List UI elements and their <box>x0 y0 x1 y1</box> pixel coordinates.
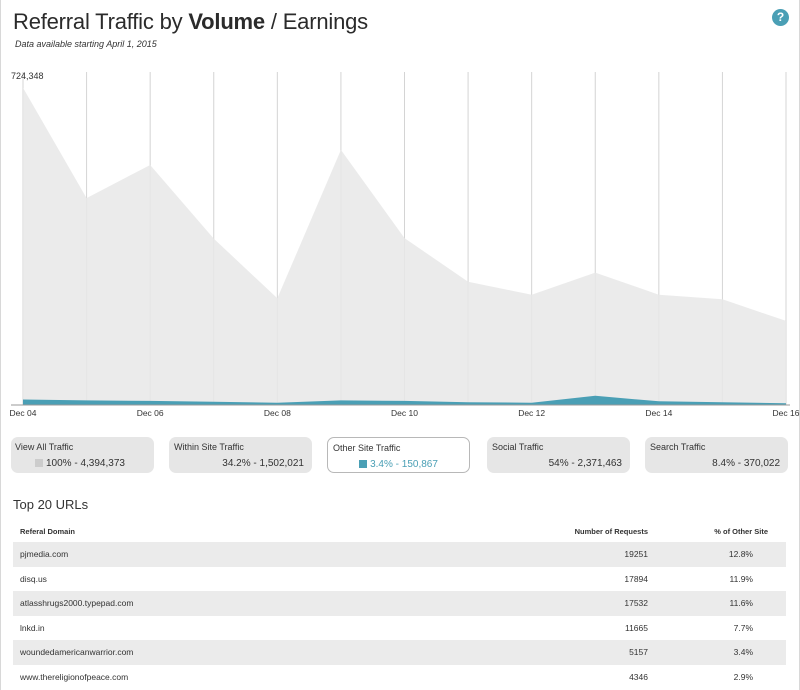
cell-percent: 7.7% <box>733 622 753 633</box>
tile-social-traffic[interactable]: Social Traffic 54% - 2,371,463 <box>487 437 630 473</box>
tile-other-site-traffic[interactable]: Other Site Traffic 3.4% - 150,867 <box>327 437 470 473</box>
tile-search-traffic[interactable]: Search Traffic 8.4% - 370,022 <box>645 437 788 473</box>
page-subtitle: Data available starting April 1, 2015 <box>15 39 157 49</box>
tile-view-all-traffic[interactable]: View All Traffic 100% - 4,394,373 <box>11 437 154 473</box>
cell-percent: 11.6% <box>729 598 753 608</box>
y-max-label: 724,348 <box>11 71 44 81</box>
table-row[interactable]: atlasshrugs2000.typepad.com 17532 11.6% <box>13 591 786 616</box>
cell-domain: www.thereligionofpeace.com <box>20 671 129 682</box>
traffic-chart: Dec 04 Dec 06 Dec 08 Dec 10 Dec 12 Dec 14 Dec … <box>1 60 800 425</box>
tile-label: Search Traffic <box>650 442 706 452</box>
x-tick-label: Dec 10 <box>391 408 418 418</box>
cell-domain: lnkd.in <box>20 622 45 633</box>
cell-requests: 4346 <box>629 671 648 682</box>
x-tick-label: Dec 12 <box>518 408 545 418</box>
tile-value: 34.2% - 1,502,021 <box>222 458 304 469</box>
x-tick-label: Dec 16 <box>773 408 800 418</box>
column-header-requests[interactable]: Number of Requests <box>574 527 648 536</box>
blue-swatch-icon <box>359 460 368 468</box>
tile-value: 100% - 4,394,373 <box>35 458 125 469</box>
tile-label: Social Traffic <box>492 442 544 452</box>
cell-requests: 11665 <box>624 622 648 633</box>
tile-label: Other Site Traffic <box>333 443 401 453</box>
table-row[interactable]: www.thereligionofpeace.com 4346 2.9% <box>13 665 786 690</box>
tile-value: 8.4% - 370,022 <box>712 458 780 469</box>
cell-requests: 17532 <box>624 598 648 608</box>
tile-label: View All Traffic <box>15 442 74 452</box>
cell-domain: atlasshrugs2000.typepad.com <box>20 598 134 608</box>
tile-within-site-traffic[interactable]: Within Site Traffic 34.2% - 1,502,021 <box>169 437 312 473</box>
cell-domain: pjmedia.com <box>20 549 69 559</box>
cell-percent: 12.8% <box>728 549 753 559</box>
cell-domain: woundedamericanwarrior.com <box>20 647 134 657</box>
cell-percent: 3.4% <box>733 647 753 657</box>
table-row[interactable]: disq.us 17894 11.9% <box>13 567 786 592</box>
area-series-other-site <box>23 395 786 405</box>
cell-requests: 19251 <box>624 549 648 559</box>
table-header: Referal Domain Number of Requests % of O… <box>13 518 786 542</box>
table-row[interactable]: woundedamericanwarrior.com 5157 3.4% <box>13 640 786 665</box>
title-suffix[interactable]: / Earnings <box>264 9 368 34</box>
title-prefix: Referral Traffic by <box>13 9 189 34</box>
tile-value-text: 100% - 4,394,373 <box>46 458 125 469</box>
cell-percent: 2.9% <box>733 671 753 682</box>
x-tick-label: Dec 08 <box>264 408 291 418</box>
gray-swatch-icon <box>35 459 43 467</box>
x-tick-label: Dec 04 <box>10 408 37 418</box>
x-tick-label: Dec 14 <box>645 408 672 418</box>
cell-requests: 5157 <box>629 647 648 657</box>
help-icon[interactable]: ? <box>772 9 789 26</box>
x-tick-label: Dec 06 <box>137 408 164 418</box>
top-urls-table: Referal Domain Number of Requests % of O… <box>13 518 786 689</box>
traffic-chart-svg: Dec 04 Dec 06 Dec 08 Dec 10 Dec 12 Dec 14 Dec … <box>10 72 800 418</box>
area-series-total <box>23 87 786 406</box>
tile-label: Within Site Traffic <box>174 442 244 452</box>
page-title: Referral Traffic by Volume / Earnings <box>13 9 368 35</box>
cell-domain: disq.us <box>20 573 47 584</box>
cell-requests: 17894 <box>624 573 648 584</box>
table-row[interactable]: lnkd.in 11665 7.7% <box>13 616 786 641</box>
traffic-filter-tiles: View All Traffic 100% - 4,394,373 Within… <box>1 437 800 475</box>
tile-value: 3.4% - 150,867 <box>328 459 469 470</box>
table-row[interactable]: pjmedia.com 19251 12.8% <box>13 542 786 567</box>
cell-percent: 11.9% <box>729 573 753 584</box>
title-volume[interactable]: Volume <box>188 9 265 34</box>
column-header-percent[interactable]: % of Other Site <box>714 527 768 536</box>
tile-value-text: 3.4% - 150,867 <box>370 459 438 470</box>
tile-value: 54% - 2,371,463 <box>548 458 622 469</box>
column-header-domain[interactable]: Referal Domain <box>20 527 76 536</box>
top-urls-title: Top 20 URLs <box>13 497 89 512</box>
